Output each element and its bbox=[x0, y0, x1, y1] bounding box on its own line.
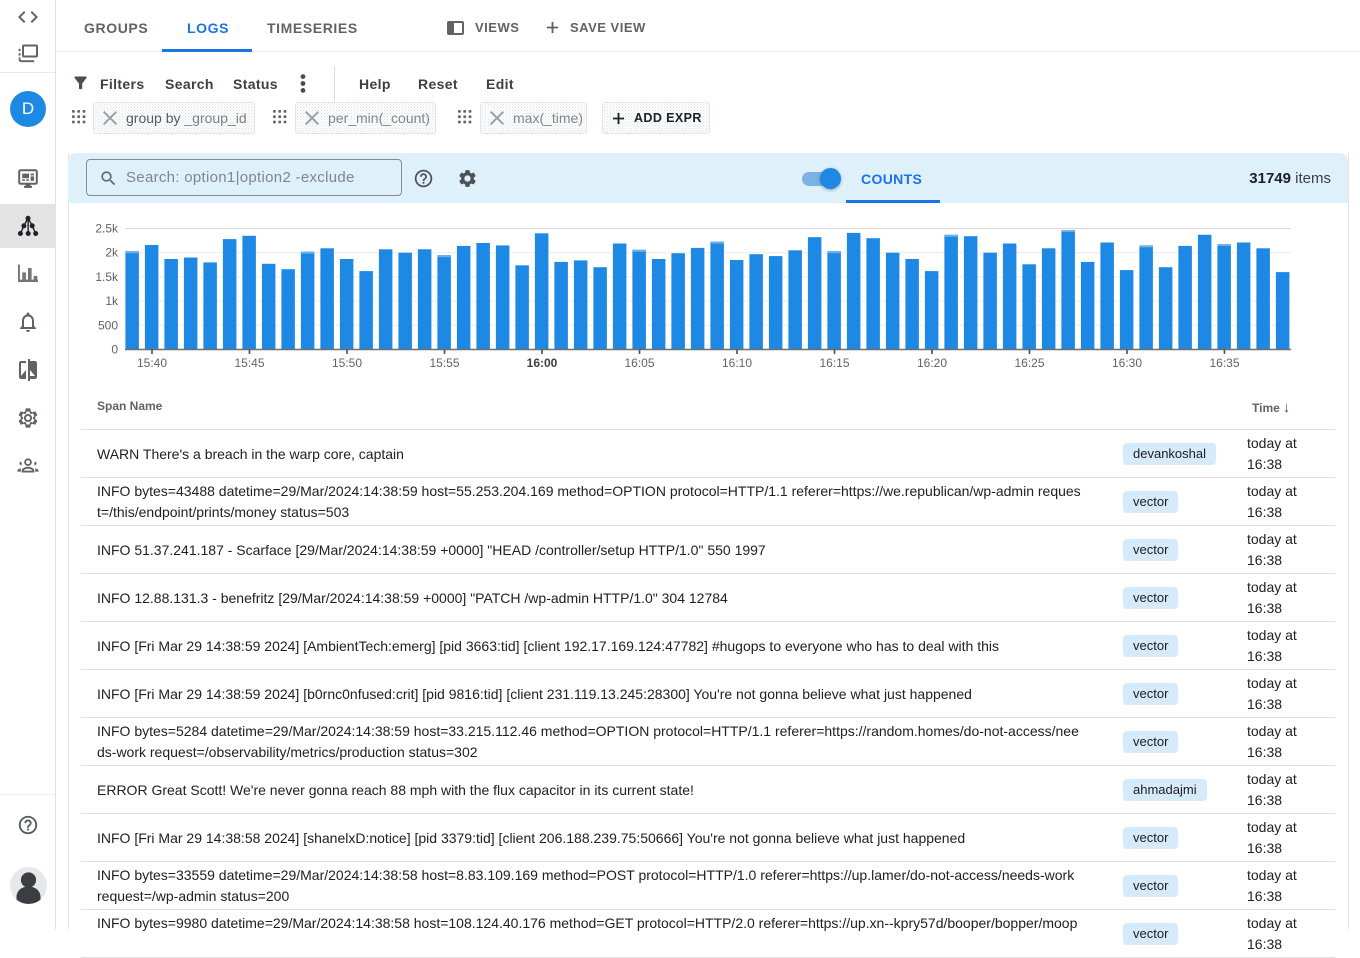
svg-text:16:00: 16:00 bbox=[527, 356, 558, 370]
svg-text:500: 500 bbox=[98, 318, 118, 332]
svg-text:15:50: 15:50 bbox=[332, 356, 362, 370]
svg-text:16:20: 16:20 bbox=[917, 356, 947, 370]
svg-text:15:45: 15:45 bbox=[234, 356, 264, 370]
svg-text:1.5k: 1.5k bbox=[95, 270, 119, 284]
svg-text:0: 0 bbox=[111, 343, 118, 357]
svg-text:2k: 2k bbox=[105, 246, 119, 260]
svg-text:2.5k: 2.5k bbox=[95, 222, 119, 236]
svg-text:1k: 1k bbox=[105, 294, 119, 308]
svg-text:15:55: 15:55 bbox=[429, 356, 459, 370]
svg-text:16:35: 16:35 bbox=[1209, 356, 1239, 370]
svg-text:15:40: 15:40 bbox=[137, 356, 167, 370]
svg-text:16:30: 16:30 bbox=[1112, 356, 1142, 370]
svg-text:16:15: 16:15 bbox=[819, 356, 849, 370]
svg-text:16:05: 16:05 bbox=[624, 356, 654, 370]
svg-text:16:10: 16:10 bbox=[722, 356, 752, 370]
svg-text:16:25: 16:25 bbox=[1014, 356, 1044, 370]
